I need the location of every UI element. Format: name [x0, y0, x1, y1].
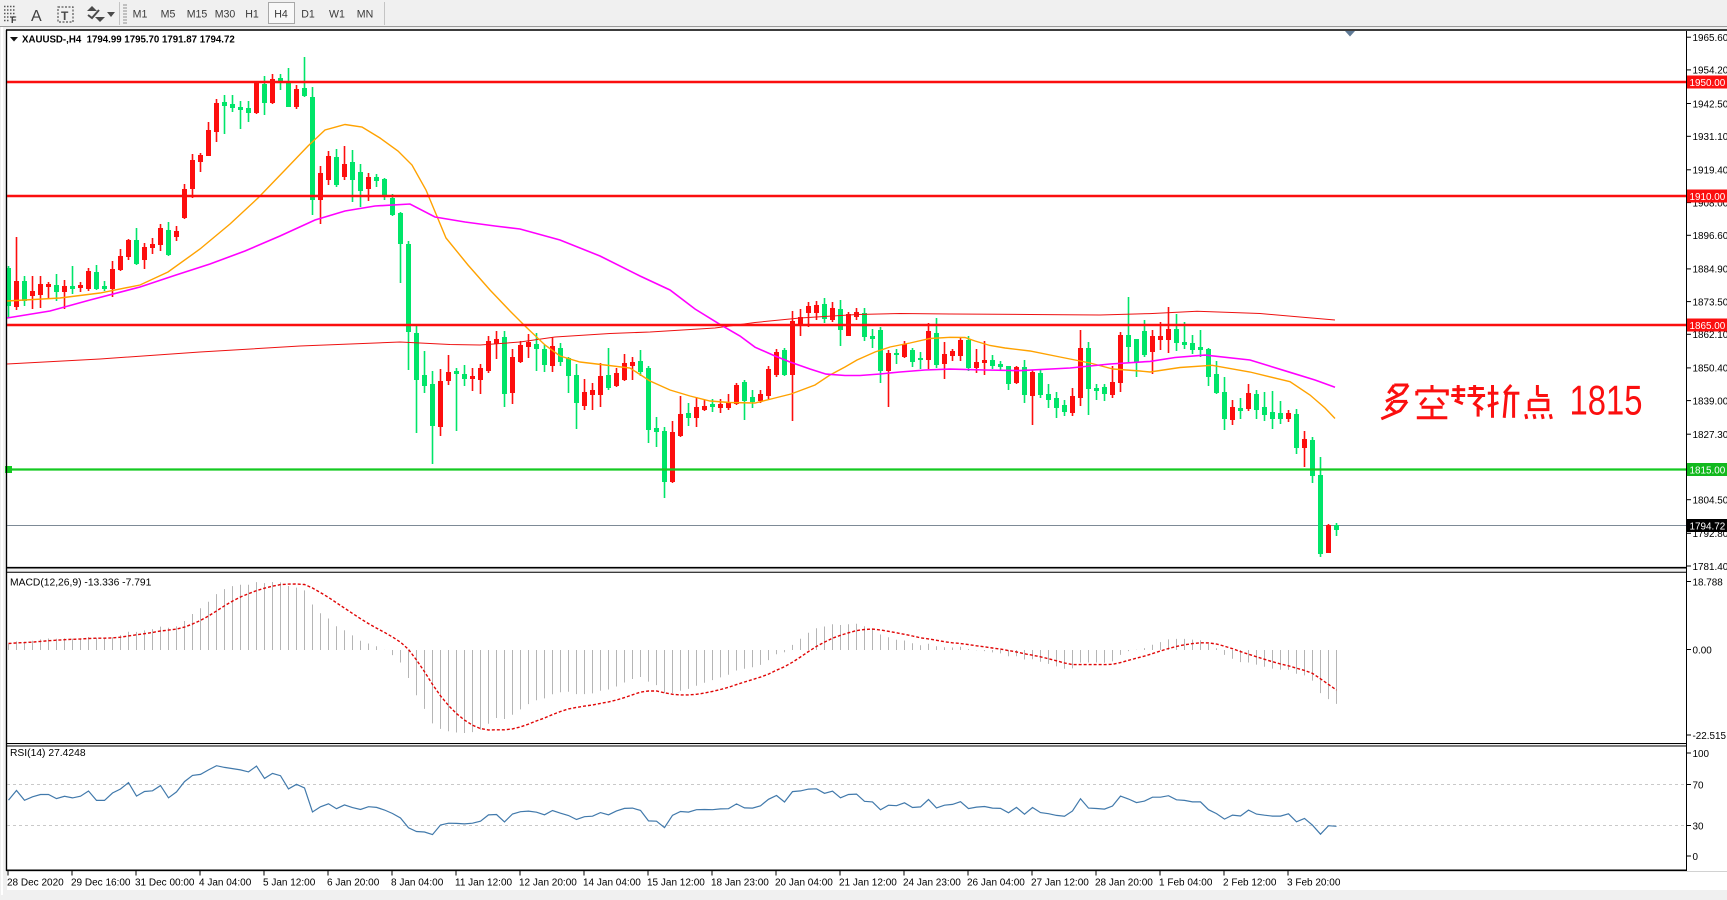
svg-text:11 Jan 12:00: 11 Jan 12:00	[455, 878, 513, 889]
svg-text:A: A	[31, 8, 42, 25]
svg-text:1884.90: 1884.90	[1693, 265, 1727, 276]
svg-text:20 Jan 04:00: 20 Jan 04:00	[775, 878, 833, 889]
svg-text:28 Dec 2020: 28 Dec 2020	[7, 878, 64, 889]
svg-text:26 Jan 04:00: 26 Jan 04:00	[967, 878, 1025, 889]
svg-text:24 Jan 23:00: 24 Jan 23:00	[903, 878, 961, 889]
svg-text:18.788: 18.788	[1693, 577, 1724, 588]
svg-text:H1: H1	[245, 9, 259, 21]
svg-text:1919.40: 1919.40	[1693, 166, 1727, 177]
svg-text:100: 100	[1693, 749, 1710, 760]
svg-text:0: 0	[1693, 852, 1699, 863]
svg-text:1850.40: 1850.40	[1693, 364, 1727, 375]
svg-text:15 Jan 12:00: 15 Jan 12:00	[647, 878, 705, 889]
svg-text:1942.50: 1942.50	[1693, 99, 1727, 110]
svg-text:M1: M1	[133, 9, 148, 21]
svg-text:1954.20: 1954.20	[1693, 66, 1727, 77]
svg-text:1815: 1815	[1570, 377, 1643, 424]
svg-text:RSI(14) 27.4248: RSI(14) 27.4248	[10, 748, 86, 759]
svg-text:30: 30	[1693, 821, 1704, 832]
svg-text:1896.60: 1896.60	[1693, 231, 1727, 242]
svg-text:1781.40: 1781.40	[1693, 562, 1727, 573]
svg-text:M15: M15	[187, 9, 208, 21]
svg-text:MN: MN	[357, 9, 373, 21]
svg-text:MACD(12,26,9) -13.336 -7.791: MACD(12,26,9) -13.336 -7.791	[10, 578, 152, 589]
svg-text:70: 70	[1693, 780, 1704, 791]
svg-text:1794.72: 1794.72	[1690, 521, 1726, 532]
svg-text:14 Jan 04:00: 14 Jan 04:00	[583, 878, 641, 889]
svg-text:6 Jan 20:00: 6 Jan 20:00	[327, 878, 380, 889]
svg-text:4 Jan 04:00: 4 Jan 04:00	[199, 878, 252, 889]
svg-text:29 Dec 16:00: 29 Dec 16:00	[71, 878, 131, 889]
svg-text:5 Jan 12:00: 5 Jan 12:00	[263, 878, 316, 889]
svg-text:W1: W1	[329, 9, 345, 21]
svg-text:D1: D1	[301, 9, 315, 21]
svg-text:27 Jan 12:00: 27 Jan 12:00	[1031, 878, 1089, 889]
svg-text:M5: M5	[161, 9, 176, 21]
svg-text:-22.515: -22.515	[1693, 731, 1727, 742]
svg-text:1965.60: 1965.60	[1693, 33, 1727, 44]
svg-text:1 Feb 04:00: 1 Feb 04:00	[1159, 878, 1213, 889]
svg-text:12 Jan 20:00: 12 Jan 20:00	[519, 878, 577, 889]
svg-text:1931.10: 1931.10	[1693, 132, 1727, 143]
svg-text:8 Jan 04:00: 8 Jan 04:00	[391, 878, 444, 889]
svg-text:1839.00: 1839.00	[1693, 396, 1727, 407]
svg-text:M30: M30	[215, 9, 236, 21]
svg-text:2 Feb 12:00: 2 Feb 12:00	[1223, 878, 1277, 889]
svg-text:1873.50: 1873.50	[1693, 297, 1727, 308]
svg-text:F: F	[11, 15, 17, 25]
svg-text:1910.00: 1910.00	[1690, 192, 1726, 203]
svg-text:0.00: 0.00	[1693, 645, 1713, 656]
svg-text:1815.00: 1815.00	[1690, 465, 1726, 476]
svg-text:28 Jan 20:00: 28 Jan 20:00	[1095, 878, 1153, 889]
svg-text:21 Jan 12:00: 21 Jan 12:00	[839, 878, 897, 889]
svg-text:XAUUSD-,H4 1794.99 1795.70 17: XAUUSD-,H4 1794.99 1795.70 1791.87 1794.…	[22, 35, 235, 46]
svg-text:1950.00: 1950.00	[1690, 78, 1726, 89]
svg-text:H4: H4	[274, 9, 288, 21]
svg-text:3 Feb 20:00: 3 Feb 20:00	[1287, 878, 1341, 889]
svg-text:31 Dec 00:00: 31 Dec 00:00	[135, 878, 195, 889]
svg-text:18 Jan 23:00: 18 Jan 23:00	[711, 878, 769, 889]
svg-text:T: T	[61, 9, 69, 23]
svg-text:1865.00: 1865.00	[1690, 321, 1726, 332]
svg-text:1804.50: 1804.50	[1693, 496, 1727, 507]
svg-text:1827.30: 1827.30	[1693, 430, 1727, 441]
